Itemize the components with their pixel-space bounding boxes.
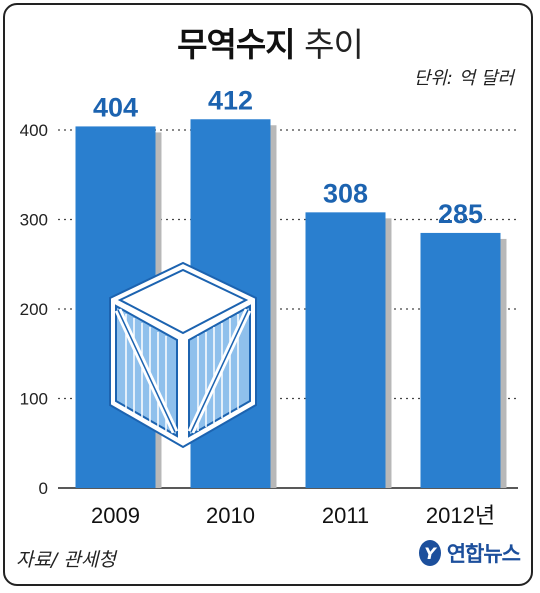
- yonhap-logo-text: 연합뉴스: [446, 542, 521, 566]
- label-layer: 404 2009 412 2010 308 2011 285 2012년: [91, 85, 495, 528]
- y-tick-label: 200: [20, 300, 48, 319]
- value-label: 404: [93, 92, 138, 122]
- x-category-label: 2011: [322, 503, 369, 528]
- chart-title: 무역수지 추이: [0, 18, 540, 66]
- grid-layer: [58, 129, 518, 400]
- value-label: 308: [323, 178, 368, 208]
- value-label: 412: [208, 85, 253, 115]
- y-tick-label: 0: [39, 479, 48, 498]
- x-category-label: 2010: [206, 503, 255, 528]
- unit-label: 단위: 억 달러: [413, 68, 514, 89]
- chart-title-light: 추이: [304, 25, 364, 64]
- bar-2011: [305, 212, 386, 488]
- svg-text:Y: Y: [424, 544, 437, 563]
- source-note: 자료/ 관세청: [16, 549, 116, 571]
- bar-2012년: [420, 232, 501, 488]
- cargo-crate-icon: [109, 261, 257, 449]
- yonhap-logo: Y 연합뉴스: [417, 538, 521, 568]
- y-tick-label: 100: [20, 390, 48, 409]
- x-category-label: 2009: [91, 503, 140, 528]
- yonhap-logo-icon: Y: [418, 540, 441, 566]
- y-tick-label: 300: [20, 211, 48, 230]
- chart-title-strong: 무역수지: [177, 25, 295, 64]
- y-tick-label: 400: [20, 121, 48, 140]
- x-category-label: 2012년: [426, 503, 495, 528]
- value-label: 285: [438, 199, 483, 229]
